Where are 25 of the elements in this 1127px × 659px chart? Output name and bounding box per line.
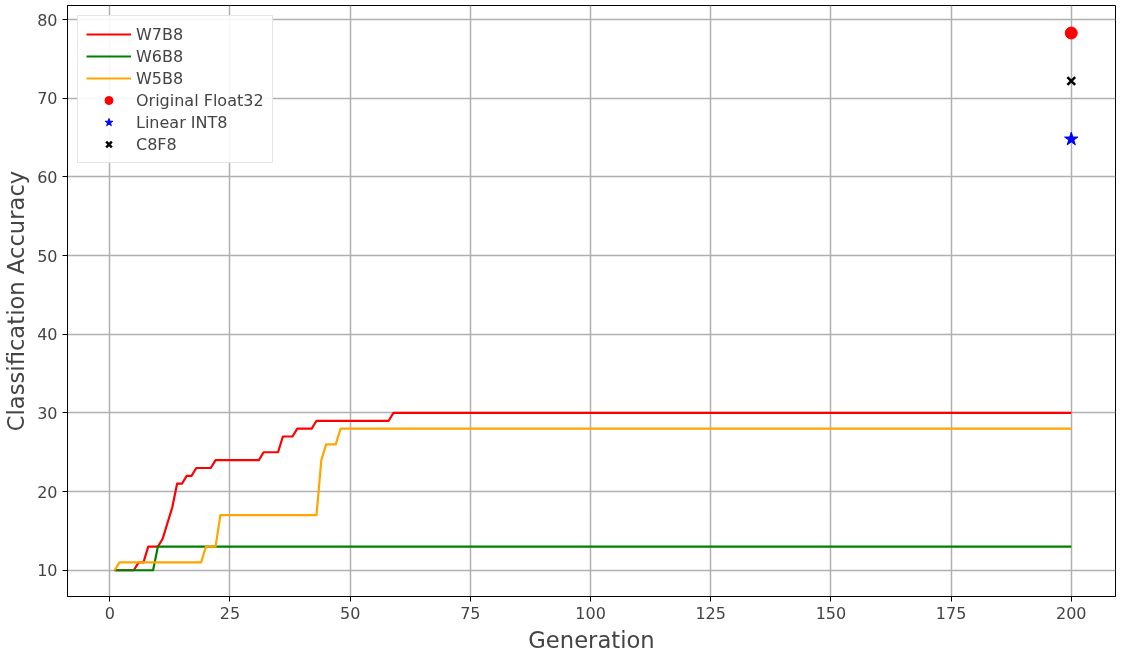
legend-label: W6B8 <box>136 46 184 66</box>
y-axis-title: Classification Accuracy <box>3 170 30 432</box>
legend-label: W5B8 <box>136 68 184 88</box>
y-tick-label: 50 <box>37 246 58 266</box>
y-tick-label: 40 <box>37 325 58 345</box>
legend-label: Linear INT8 <box>136 112 228 132</box>
x-tick-label: 100 <box>575 603 606 623</box>
x-tick-label: 25 <box>219 603 241 623</box>
y-tick-label: 70 <box>37 89 58 109</box>
x-tick-label: 200 <box>1056 603 1087 623</box>
y-tick-label: 60 <box>37 167 58 187</box>
legend-label: C8F8 <box>136 134 177 154</box>
y-tick-label: 10 <box>37 561 58 581</box>
x-tick-label: 50 <box>339 603 361 623</box>
x-axis-title: Generation <box>528 626 655 653</box>
x-tick-label: 75 <box>460 603 481 623</box>
x-tick-label: 150 <box>815 603 847 623</box>
y-tick-label: 20 <box>37 482 58 502</box>
x-tick-label: 0 <box>104 603 115 623</box>
y-tick-label: 30 <box>37 403 58 423</box>
legend-label: W7B8 <box>136 24 184 44</box>
y-tick-label: 80 <box>37 10 58 30</box>
x-tick-label: 175 <box>935 603 967 623</box>
legend-label: Original Float32 <box>136 90 264 110</box>
x-tick-label: 125 <box>695 603 726 623</box>
